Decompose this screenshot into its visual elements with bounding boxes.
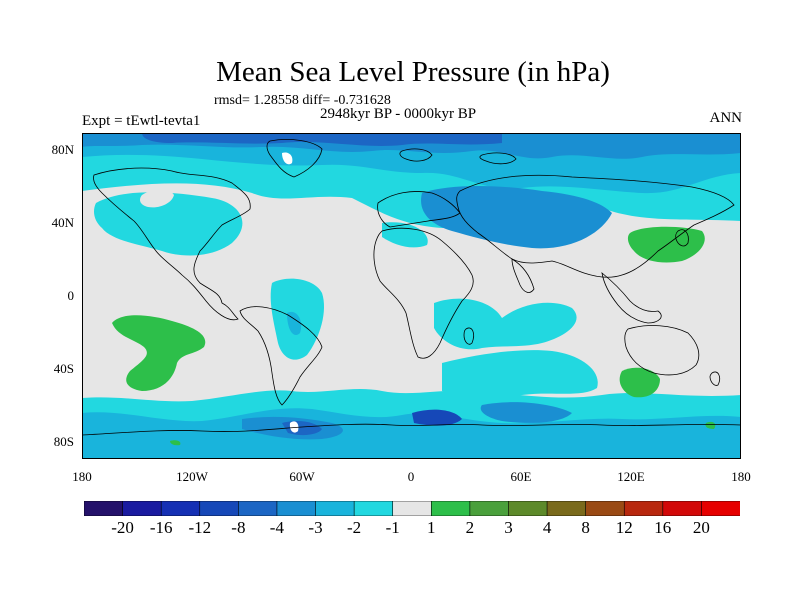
coast-south-america xyxy=(239,306,323,406)
map-title: Mean Sea Level Pressure (in hPa) xyxy=(216,56,610,88)
coast-southeast-asia xyxy=(601,272,662,324)
coast-australia xyxy=(624,325,700,376)
colorbar-swatch xyxy=(84,501,124,516)
antarctic-white-spot xyxy=(289,421,299,433)
coast-europe xyxy=(377,191,461,228)
colorbar-swatch xyxy=(353,501,394,516)
colorbar-swatch xyxy=(623,501,664,516)
north-atlantic-cyan xyxy=(94,192,243,256)
lon-tick-60e: 60E xyxy=(510,469,532,484)
colorbar-label: 16 xyxy=(654,518,672,537)
lon-tick-120w: 120W xyxy=(176,469,208,484)
stats-text: rmsd= 1.28558 diff= -0.731628 xyxy=(214,93,391,108)
colorbar-label: -16 xyxy=(149,518,173,537)
south-america-blue xyxy=(287,311,302,335)
coast-japan xyxy=(675,229,689,247)
lat-tick-0: 0 xyxy=(67,288,75,303)
antarctic-green-fleck-2 xyxy=(705,421,716,429)
antarctic-low-core xyxy=(412,409,462,426)
colorbar-label: 1 xyxy=(427,518,436,537)
colorbar-swatch xyxy=(546,501,587,516)
lat-tick-80n: 80N xyxy=(51,142,74,157)
south-australia-high xyxy=(619,367,660,398)
greenland-hole xyxy=(140,189,174,208)
antarctic-green-fleck-1 xyxy=(170,440,181,446)
northwest-pacific-high xyxy=(627,226,705,263)
colorbar-label: 2 xyxy=(465,518,475,537)
lon-tick-0: 0 xyxy=(407,469,415,484)
season-label: ANN xyxy=(709,110,743,126)
colorbar-swatch xyxy=(199,501,239,516)
coast-antarctica xyxy=(82,423,741,436)
colorbar-swatch xyxy=(238,501,278,516)
colorbar-swatch xyxy=(160,501,201,516)
map-frame xyxy=(82,133,741,459)
coast-india xyxy=(511,258,535,293)
colorbar-label: -1 xyxy=(385,518,400,537)
period-text: 2948kyr BP - 0000kyr BP xyxy=(320,106,477,122)
arctic-deep-blue xyxy=(142,133,502,146)
coast-asia xyxy=(456,174,735,278)
colorbar-label: 12 xyxy=(615,518,633,537)
colorbar-swatch xyxy=(508,501,548,516)
africa-indian-cyan xyxy=(434,298,577,350)
lat-tick-40s: 40S xyxy=(53,361,74,376)
coast-madagascar xyxy=(463,327,474,345)
colorbar-label: 8 xyxy=(581,518,590,537)
colorbar-swatch xyxy=(392,501,432,516)
colorbar-label: 3 xyxy=(504,518,513,537)
eurasia-blue-low xyxy=(421,186,612,249)
colorbar-swatch xyxy=(701,501,740,516)
antarctic-sector-blue xyxy=(480,402,572,423)
coast-greenland xyxy=(266,139,323,178)
coast-arctic-islands xyxy=(399,148,517,165)
lon-tick-180e: 180 xyxy=(731,469,751,484)
coast-new-zealand xyxy=(709,371,720,386)
colorbar-label: -12 xyxy=(188,518,212,537)
coast-africa xyxy=(373,227,474,359)
colorbar-swatch xyxy=(315,501,355,516)
lat-tick-40n: 40N xyxy=(51,215,74,230)
south-indian-cyan xyxy=(442,350,598,398)
colorbar-label: 4 xyxy=(542,518,552,537)
lon-tick-60w: 60W xyxy=(289,469,315,484)
south-pacific-high xyxy=(112,315,206,391)
experiment-label: Expt = tEwtl-tevta1 xyxy=(82,113,201,129)
colorbar-swatch xyxy=(122,501,162,516)
lon-tick-180w: 180 xyxy=(72,469,92,484)
colorbar-swatch xyxy=(585,501,625,516)
colorbar-label: -8 xyxy=(231,518,246,537)
colorbar-label: -4 xyxy=(269,518,284,537)
colorbar-label: -3 xyxy=(308,518,323,537)
colorbar-swatch xyxy=(276,501,317,516)
colorbar-swatch xyxy=(469,501,510,516)
colorbar-swatch xyxy=(430,501,471,516)
colorbar xyxy=(84,501,740,516)
colorbar-swatch xyxy=(662,501,703,516)
colorbar-label: -2 xyxy=(347,518,362,537)
colorbar-label: 20 xyxy=(692,518,710,537)
lon-tick-120e: 120E xyxy=(617,469,645,484)
colorbar-label: -20 xyxy=(111,518,134,537)
canada-white-patch xyxy=(282,152,293,165)
coastlines xyxy=(82,139,741,436)
lat-tick-80s: 80S xyxy=(53,434,74,449)
pressure-anomaly-map xyxy=(82,133,741,459)
coast-north-america xyxy=(93,167,251,321)
